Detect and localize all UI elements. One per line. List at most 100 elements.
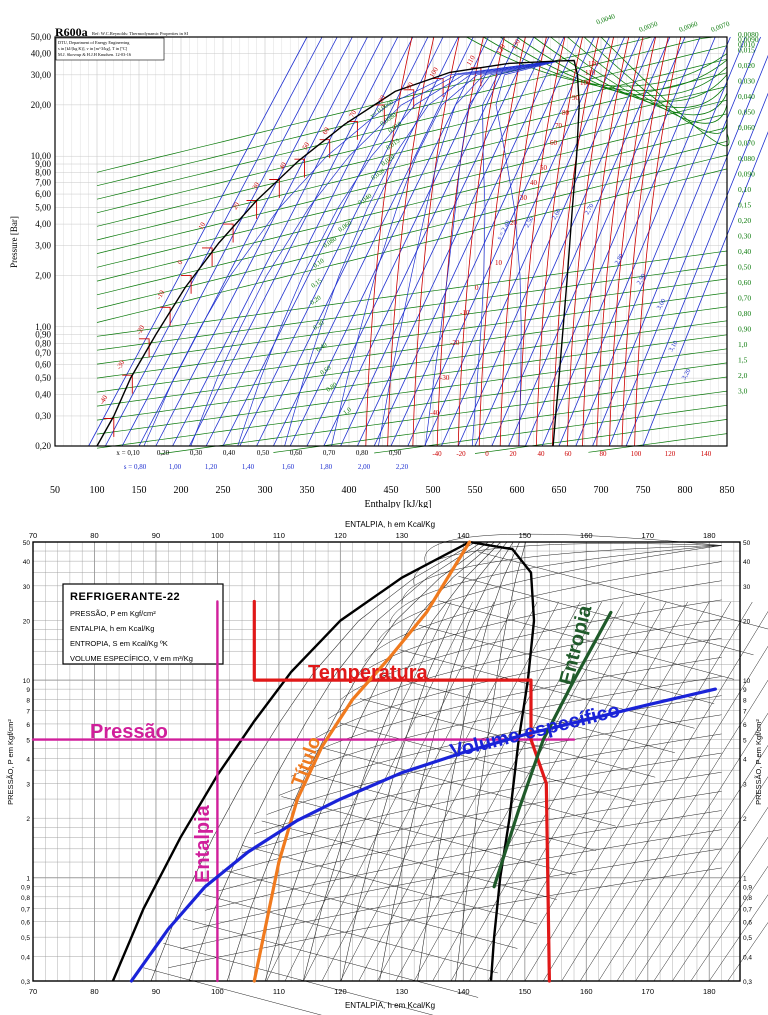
x-tick-label-bottom: 180 xyxy=(703,987,716,996)
x-tick-label: 450 xyxy=(384,485,399,496)
isochore-line xyxy=(364,561,722,662)
isotherm-line xyxy=(436,36,484,447)
isotherm-label-vapor: 40 xyxy=(530,179,538,187)
isotherm-line xyxy=(387,36,435,447)
isochore-line xyxy=(96,154,728,309)
y-tick-label: 9,00 xyxy=(35,159,51,169)
quality-line xyxy=(190,60,553,447)
isentrope-line xyxy=(558,36,731,447)
x-tick-label: 600 xyxy=(510,485,525,496)
entropy-row-label: 1,00 xyxy=(169,463,182,471)
x-tick-label-top: 70 xyxy=(29,531,37,540)
temperature-row-label: 0 xyxy=(485,450,489,458)
isentrope-line xyxy=(340,601,538,982)
isotherm-tick xyxy=(223,223,234,243)
isentrope-lines xyxy=(88,36,768,447)
y-tick-label: 50,00 xyxy=(31,32,52,42)
isotherm-label-vapor: -30 xyxy=(440,374,450,382)
y-tick-label-left: 20 xyxy=(23,619,31,626)
isochore-line xyxy=(96,99,728,254)
isentrope-line xyxy=(457,36,641,447)
y-tick-label-right: 30 xyxy=(743,584,751,591)
quality-label: 0,60 xyxy=(290,449,303,457)
isentrope-line xyxy=(413,601,624,982)
saturation-curve xyxy=(96,59,580,447)
y-tick-label-right: 2 xyxy=(743,816,747,823)
isochore-line xyxy=(241,752,722,854)
isentrope-line xyxy=(524,601,753,982)
isochore-line xyxy=(474,419,728,454)
isotherm-label-vapor: -20 xyxy=(450,339,460,347)
temperature-row-label: 40 xyxy=(538,450,546,458)
y-tick-label: 0,50 xyxy=(35,373,51,383)
isotherm-line xyxy=(419,624,715,705)
isotherm-label-vapor: 0 xyxy=(475,284,479,292)
y-tick-label: 10,00 xyxy=(31,151,52,161)
y-tick-label: 0,20 xyxy=(35,441,51,451)
y-tick-label-right: 50 xyxy=(743,540,751,547)
series-line-5 xyxy=(129,687,718,983)
y-tick-label-left: 0,3 xyxy=(21,979,30,986)
isochore-right-label: 2,0 xyxy=(738,371,748,380)
y-tick-label: 0,80 xyxy=(35,338,51,348)
isotherm-label: 40 xyxy=(278,161,289,171)
isochore-line xyxy=(327,618,722,720)
isentrope-line xyxy=(138,36,353,447)
quality-line xyxy=(341,541,508,982)
y-tick-label-left: 2 xyxy=(26,816,30,823)
isotherm-line xyxy=(596,36,644,447)
annotation-label: Título xyxy=(288,734,325,790)
x-tick-label: 750 xyxy=(636,485,651,496)
y-tick-label-right: 0,9 xyxy=(743,885,752,892)
plot-frame xyxy=(32,541,741,982)
y-tick-label-left: 1 xyxy=(26,876,30,883)
x-tick-label-top: 90 xyxy=(152,531,160,540)
r22-grid xyxy=(32,541,740,982)
isentrope-line xyxy=(88,36,308,447)
quality-label: 0,50 xyxy=(257,449,270,457)
isotherm-label-vapor: 50 xyxy=(540,164,548,172)
x-tick-label: 200 xyxy=(174,485,189,496)
r22-property-lines xyxy=(143,533,768,1015)
y-tick-label-left: 4 xyxy=(26,757,30,764)
isotherm-line xyxy=(163,943,434,1015)
isotherm-line xyxy=(458,575,754,656)
isochore-line xyxy=(377,545,722,643)
isochore-line xyxy=(96,113,728,268)
info-box-line: s in [kJ/(kg K)], v in [m^3/kg], T in [º… xyxy=(58,46,128,52)
isentrope-line xyxy=(690,865,768,982)
isotherm-line xyxy=(609,36,656,447)
isochore-top-label: 0,0070 xyxy=(710,20,731,34)
isotherm-label: 10 xyxy=(197,221,208,231)
x-tick-label-top: 130 xyxy=(396,531,409,540)
isentrope-line xyxy=(284,601,473,982)
isochore-line xyxy=(315,637,722,739)
isentrope-line xyxy=(616,744,768,982)
x-tick-label: 150 xyxy=(132,485,147,496)
isotherm-line xyxy=(222,869,518,949)
y-tick-label-right: 0,8 xyxy=(743,895,752,902)
quality-label: 0,70 xyxy=(323,449,336,457)
isentrope-line xyxy=(541,36,716,447)
x-axis-label-top: ENTALPIA, h em Kcal/Kg xyxy=(345,520,435,529)
isentrope-line xyxy=(239,36,444,447)
isochore-right-label: 0,070 xyxy=(738,139,755,148)
y-tick-label-right: 0,3 xyxy=(743,979,752,986)
isotherm-label: 60 xyxy=(321,126,332,136)
x-tick-label-top: 150 xyxy=(519,531,532,540)
isotherm-line xyxy=(438,600,734,680)
x-tick-label: 800 xyxy=(678,485,693,496)
entropy-row-label: 2,20 xyxy=(396,463,409,471)
isentrope-line xyxy=(474,36,656,447)
isotherm-line xyxy=(582,36,630,447)
x-tick-label-bottom: 100 xyxy=(211,987,224,996)
quality-line xyxy=(417,541,520,982)
y-tick-label: 0,30 xyxy=(35,411,51,421)
isentrope-label: 2,80 xyxy=(614,253,626,266)
isochore-line xyxy=(588,433,728,453)
isochore-line xyxy=(374,404,728,454)
y-tick-label-right: 0,4 xyxy=(743,954,752,961)
entropy-row-label: 1,80 xyxy=(320,463,333,471)
isochore-line xyxy=(424,533,722,566)
isentrope-line xyxy=(407,36,595,447)
